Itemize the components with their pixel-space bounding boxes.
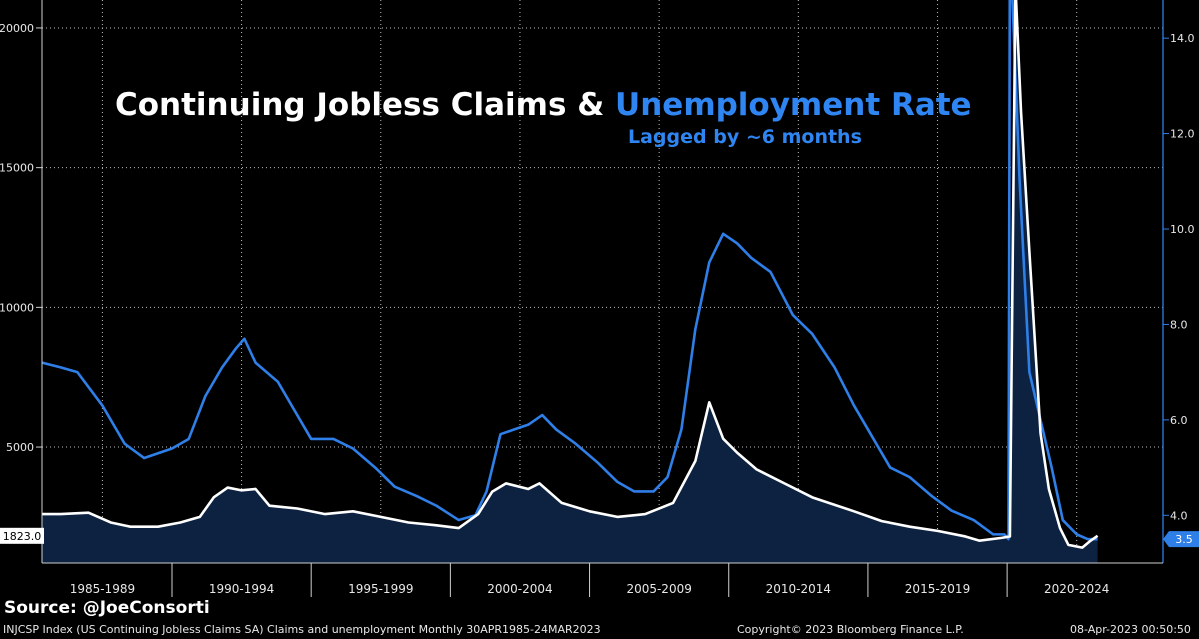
chart-subtitle: Lagged by ~6 months — [628, 126, 862, 148]
claims-line — [42, 0, 1099, 549]
x-tick-label: 1990-1994 — [209, 582, 274, 596]
left-tick-label: 5000 — [6, 441, 34, 454]
right-tick-label: 12.0 — [1170, 128, 1195, 141]
claims-last-value-box — [0, 527, 44, 544]
footer-copyright: Copyright© 2023 Bloomberg Finance L.P. — [737, 623, 964, 636]
unemployment-last-value-box — [1163, 531, 1199, 548]
right-tick-label: 4.0 — [1170, 509, 1188, 522]
x-tick-label: 2000-2004 — [487, 582, 552, 596]
source-label: Source: @JoeConsorti — [4, 598, 210, 618]
axes — [36, 0, 1169, 597]
footer-index-description: INJCSP Index (US Continuing Jobless Clai… — [3, 623, 601, 636]
x-tick-label: 2010-2014 — [766, 582, 831, 596]
x-tick-label: 1995-1999 — [348, 582, 413, 596]
right-tick-label: 8.0 — [1170, 318, 1188, 331]
unemployment-last-value: 3.5 — [1175, 533, 1193, 546]
right-tick-label: 14.0 — [1170, 32, 1195, 45]
chart-title-highlight: Unemployment Rate — [615, 87, 972, 123]
chart-title: Continuing Jobless Claims & Unemployment… — [115, 87, 972, 123]
footer-timestamp: 08-Apr-2023 00:50:50 — [1070, 623, 1191, 636]
left-tick-label: 20000 — [0, 22, 34, 35]
chart-title-main: Continuing Jobless Claims & — [115, 87, 615, 123]
right-tick-label: 6.0 — [1170, 414, 1188, 427]
right-tick-label: 10.0 — [1170, 223, 1195, 236]
grid — [42, 0, 1163, 563]
x-tick-label: 2015-2019 — [905, 582, 970, 596]
unemployment-line — [41, 0, 1098, 541]
claims-last-value: 1823.0 — [3, 530, 42, 543]
series-lines — [41, 0, 1099, 549]
left-tick-label: 10000 — [0, 301, 34, 314]
footer: INJCSP Index (US Continuing Jobless Clai… — [3, 623, 1196, 637]
axis-labels: 5000 10000 15000 20000 4.0 6.0 8.0 10.0 12.0 14.0… — [0, 22, 1199, 596]
x-tick-label: 2005-2009 — [626, 582, 691, 596]
x-tick-label: 2020-2024 — [1044, 582, 1109, 596]
left-tick-label: 15000 — [0, 162, 34, 175]
x-tick-label: 1985-1989 — [70, 582, 135, 596]
